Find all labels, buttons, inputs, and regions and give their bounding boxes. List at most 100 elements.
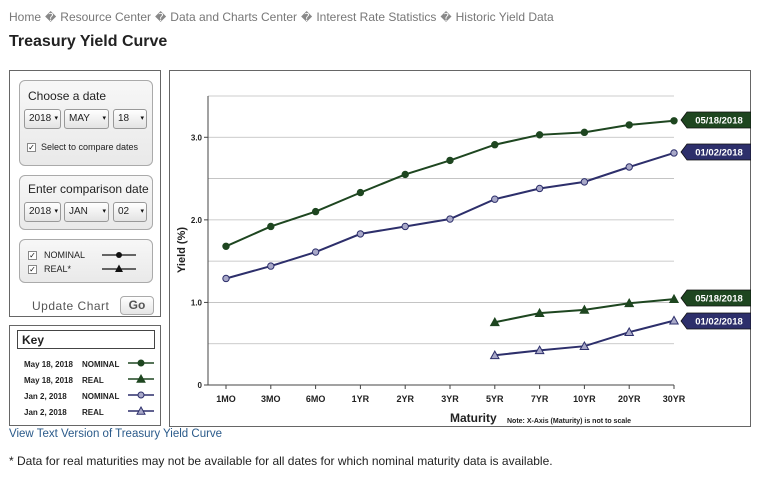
breadcrumb-interest-rate-statistics[interactable]: Interest Rate Statistics [316, 10, 437, 24]
key-row-type: NOMINAL [82, 360, 120, 369]
go-button[interactable]: Go [120, 296, 154, 315]
nominal-checkbox[interactable]: ✓ [28, 251, 37, 260]
key-row-type: NOMINAL [82, 392, 120, 401]
series-end-tag [680, 111, 751, 129]
data-point-circle [580, 128, 589, 137]
day-select[interactable]: 18 ▾ [113, 109, 147, 129]
x-tick-label: 5YR [486, 394, 504, 404]
day-select-value: 18 [118, 113, 130, 124]
data-point-circle [267, 262, 275, 270]
key-row-date: Jan 2, 2018 [24, 408, 67, 417]
x-axis-title: Maturity [450, 411, 497, 425]
x-tick-label: 6MO [306, 394, 326, 404]
key-row-date: May 18, 2018 [24, 360, 73, 369]
data-point-triangle [624, 326, 635, 337]
key-row-date: Jan 2, 2018 [24, 392, 67, 401]
real-label: REAL* [44, 264, 72, 274]
nominal-line-circle-icon [102, 252, 136, 258]
data-point-triangle [579, 340, 590, 351]
compare-dates-label: Select to compare dates [41, 142, 139, 152]
chevron-down-icon: ▾ [54, 208, 58, 215]
month-select-value: MAY [69, 113, 90, 124]
breadcrumb-historic-yield-data[interactable]: Historic Yield Data [455, 10, 554, 24]
text-version-link[interactable]: View Text Version of Treasury Yield Curv… [9, 428, 223, 440]
comparison-date-box: Enter comparison date 2018 ▾ JAN ▾ 02 ▾ [19, 175, 153, 230]
x-tick-label: 7YR [531, 394, 549, 404]
breadcrumb-separator: � [301, 12, 313, 24]
y-tick-label: 0 [198, 381, 203, 390]
key-circle-marker [137, 391, 145, 399]
data-point-circle [491, 141, 499, 149]
comparison-date-title: Enter comparison date [28, 182, 149, 196]
real-checkbox[interactable]: ✓ [28, 265, 37, 274]
key-row-date: May 18, 2018 [24, 376, 73, 385]
month-select[interactable]: MAY ▾ [64, 109, 109, 129]
data-point-triangle [489, 317, 500, 327]
chevron-down-icon: ▾ [102, 208, 106, 215]
key-row-type: REAL [82, 376, 104, 385]
data-point-circle [535, 131, 544, 139]
data-point-circle [535, 184, 544, 193]
key-title: Key [17, 330, 155, 349]
key-triangle-marker [136, 405, 146, 415]
data-point-circle [625, 163, 633, 171]
yield-curve-chart: 0 1.0 2.0 3.0 1MO 3MO 6MO 1YR 2YR 3YR 5YR 7YR 10YR 20… [176, 95, 751, 425]
data-point-triangle [534, 345, 545, 355]
legend-key: Key May 18, 2018 NOMINAL May 18, 2018 RE… [9, 325, 161, 426]
series-end-label: 05/18/2018 [695, 116, 743, 127]
data-point-circle [491, 195, 499, 203]
choose-date-title: Choose a date [28, 89, 107, 103]
breadcrumb-separator: � [440, 12, 452, 24]
x-tick-label: 3YR [441, 394, 459, 404]
breadcrumb-data-charts-center[interactable]: Data and Charts Center [170, 10, 298, 24]
series-end-label: 05/18/2018 [695, 294, 743, 305]
breadcrumb: Home � Resource Center � Data and Charts Cen… [9, 10, 554, 24]
choose-date-box: Choose a date 2018 ▾ MAY ▾ 18 ▾ ✓ Select to… [19, 80, 153, 166]
footnote: * Data for real maturities may not be av… [9, 454, 553, 468]
breadcrumb-separator: � [155, 12, 167, 24]
data-point-triangle [668, 293, 680, 303]
series-end-label: 01/02/2018 [695, 317, 743, 328]
x-axis-note: Note: X-Axis (Maturity) is not to scale [507, 418, 631, 425]
year-select-value: 2018 [29, 113, 52, 124]
data-point-circle [670, 117, 678, 125]
key-markers [128, 359, 154, 415]
comparison-year-select[interactable]: 2018 ▾ [24, 202, 61, 222]
x-tick-label: 1YR [352, 394, 370, 404]
breadcrumb-resource-center[interactable]: Resource Center [60, 10, 152, 24]
y-tick-label: 3.0 [191, 133, 203, 142]
compare-dates-checkbox[interactable]: ✓ [27, 143, 36, 152]
key-triangle-marker [136, 373, 146, 383]
series-end-label: 01/02/2018 [695, 148, 743, 159]
comparison-month-select[interactable]: JAN ▾ [64, 202, 109, 222]
comparison-day-select[interactable]: 02 ▾ [113, 202, 147, 222]
real-line-triangle-icon [102, 264, 136, 272]
x-tick-label: 20YR [618, 394, 641, 404]
comparison-month-value: JAN [69, 206, 88, 217]
x-tick-label: 30YR [663, 394, 686, 404]
chevron-down-icon: ▾ [140, 208, 144, 215]
y-axis-title: Yield (%) [176, 227, 188, 273]
x-tick-label: 10YR [573, 394, 596, 404]
data-point-circle [267, 222, 275, 231]
data-point-triangle [668, 315, 680, 325]
breadcrumb-separator: � [45, 12, 57, 24]
data-point-circle [580, 178, 589, 186]
series-end-tag [680, 289, 751, 307]
data-point-circle [222, 242, 230, 250]
data-point-circle [356, 188, 365, 197]
breadcrumb-home[interactable]: Home [9, 10, 42, 24]
data-point-circle [446, 156, 454, 165]
data-point-triangle [579, 304, 590, 314]
data-point-circle [625, 121, 633, 129]
data-point-circle [356, 230, 365, 238]
x-tick-label: 1MO [216, 394, 236, 404]
key-circle-marker [137, 359, 145, 367]
chart-controls-panel: Choose a date 2018 ▾ MAY ▾ 18 ▾ ✓ Select to… [9, 70, 161, 317]
chevron-down-icon: ▾ [140, 115, 144, 122]
chevron-down-icon: ▾ [54, 115, 58, 122]
series-toggle-box: ✓ NOMINAL ✓ REAL* [19, 239, 153, 283]
year-select[interactable]: 2018 ▾ [24, 109, 61, 129]
data-point-circle [311, 207, 320, 216]
comparison-day-value: 02 [118, 206, 130, 217]
